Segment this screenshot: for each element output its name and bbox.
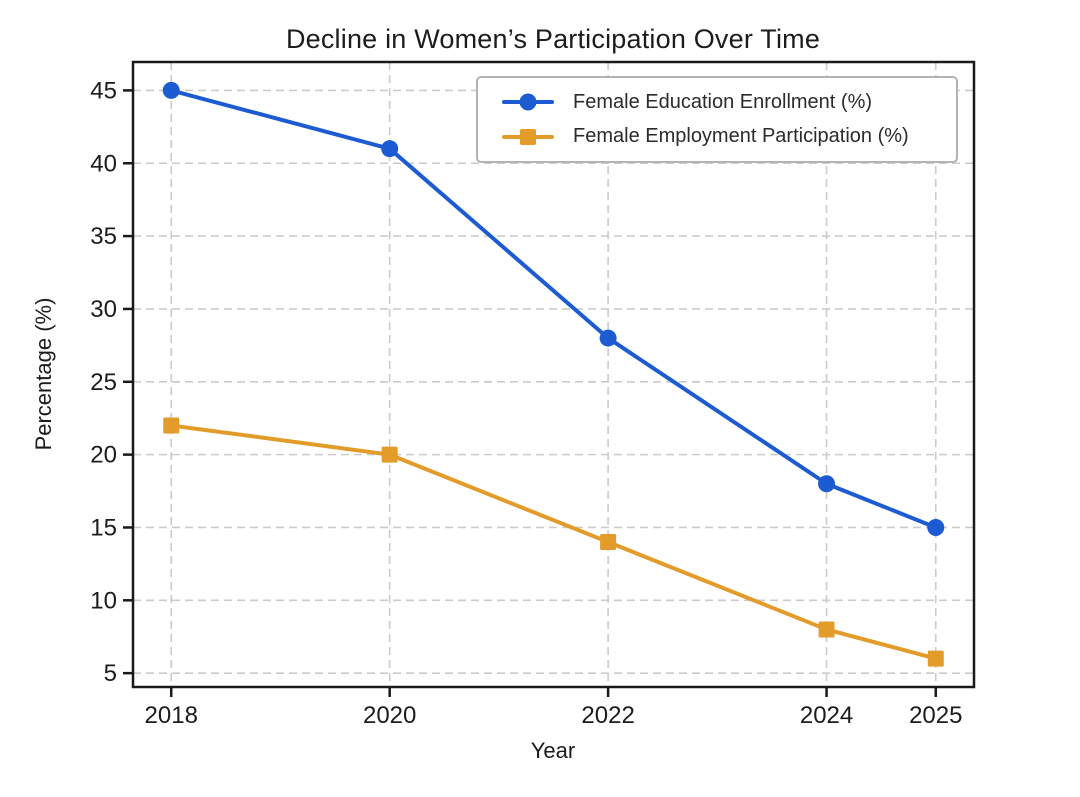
y-tick-label: 10 [90, 587, 117, 614]
y-tick-label: 5 [104, 660, 117, 687]
y-tick-label: 20 [90, 442, 117, 469]
legend-square-marker-icon [502, 128, 554, 146]
y-tick-label: 40 [90, 150, 117, 177]
x-tick-label: 2024 [800, 702, 853, 729]
data-point-marker [381, 446, 398, 463]
y-tick-label: 30 [90, 296, 117, 323]
plot-border [131, 60, 976, 689]
legend-label: Female Education Enrollment (%) [573, 90, 873, 113]
data-point-marker [163, 417, 180, 434]
x-axis-label: Year [530, 738, 576, 763]
data-point-marker [381, 140, 399, 158]
legend-entry: Female Education Enrollment (%) [502, 91, 946, 114]
y-tick-label: 45 [90, 77, 117, 104]
x-tick-label: 2018 [145, 702, 198, 729]
y-tick-label: 35 [90, 223, 117, 250]
data-point-marker [927, 650, 944, 667]
legend-label: Female Employment Participation (%) [573, 125, 909, 148]
data-point-marker [599, 329, 617, 347]
y-axis-label: Percentage (%) [31, 297, 56, 451]
legend: Female Education Enrollment (%) Female Em… [476, 76, 958, 163]
data-point-marker [927, 518, 945, 536]
x-tick-label: 2022 [581, 702, 634, 729]
y-tick-label: 15 [90, 514, 117, 541]
legend-circle-marker-icon [502, 93, 554, 111]
data-point-marker [600, 534, 617, 551]
data-point-marker [818, 475, 836, 493]
x-tick-label: 2025 [909, 702, 962, 729]
x-tick-label: 2020 [363, 702, 416, 729]
y-tick-label: 25 [90, 369, 117, 396]
data-point-marker [818, 621, 835, 638]
chart-title: Decline in Women’s Participation Over Ti… [285, 24, 821, 54]
legend-entry: Female Employment Participation (%) [502, 125, 946, 148]
data-point-marker [162, 81, 180, 99]
